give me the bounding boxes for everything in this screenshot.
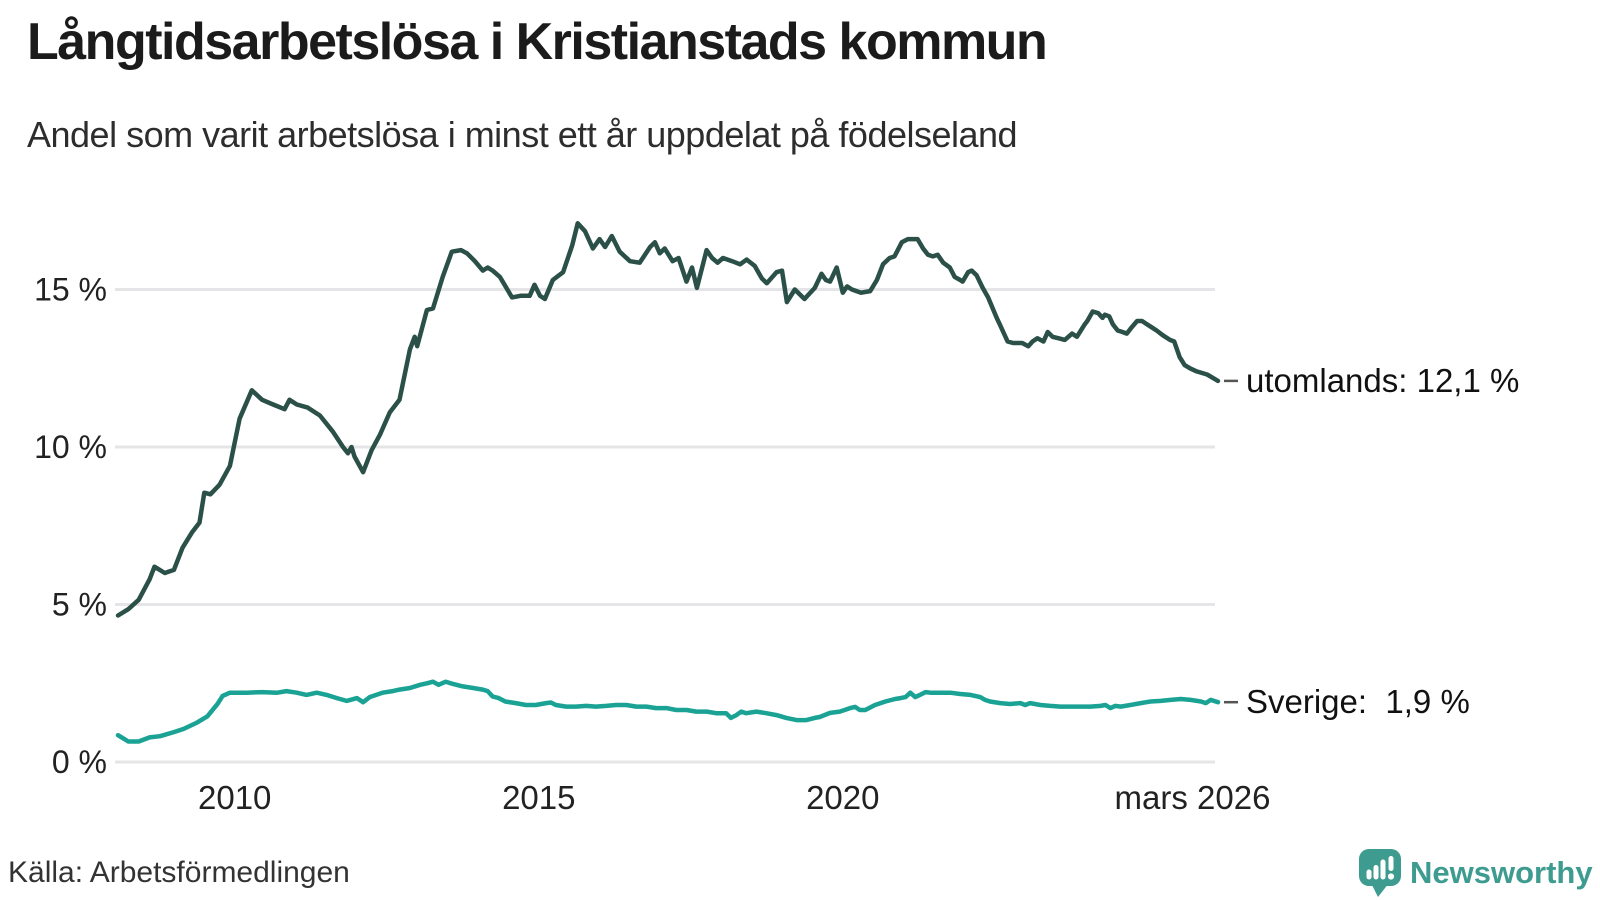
newsworthy-logo: Newsworthy [1358,848,1598,898]
source-text: Källa: Arbetsförmedlingen [8,856,350,889]
page-title: Långtidsarbetslösa i Kristianstads kommu… [27,13,1048,71]
series-line-sverige [115,679,1221,744]
newsworthy-logo-icon [1359,849,1401,897]
newsworthy-brand-text: Newsworthy [1410,855,1593,890]
page-subtitle: Andel som varit arbetslösa i minst ett å… [27,114,1018,155]
y-tick-label-10: 10 % [34,429,107,465]
y-tick-label-15: 15 % [34,272,107,308]
y-tick-label-5: 5 % [52,587,107,623]
x-tick-label-2015: 2015 [502,779,575,816]
series-end-label-utomlands: utomlands: 12,1 % [1246,362,1519,399]
x-tick-label-2020: 2020 [806,779,879,816]
series-line-utomlands [115,221,1221,618]
y-tick-label-0: 0 % [52,744,107,780]
series-end-label-sverige: Sverige: 1,9 % [1246,683,1470,720]
x-tick-label-mars 2026: mars 2026 [1115,779,1271,816]
x-tick-label-2010: 2010 [198,779,271,816]
